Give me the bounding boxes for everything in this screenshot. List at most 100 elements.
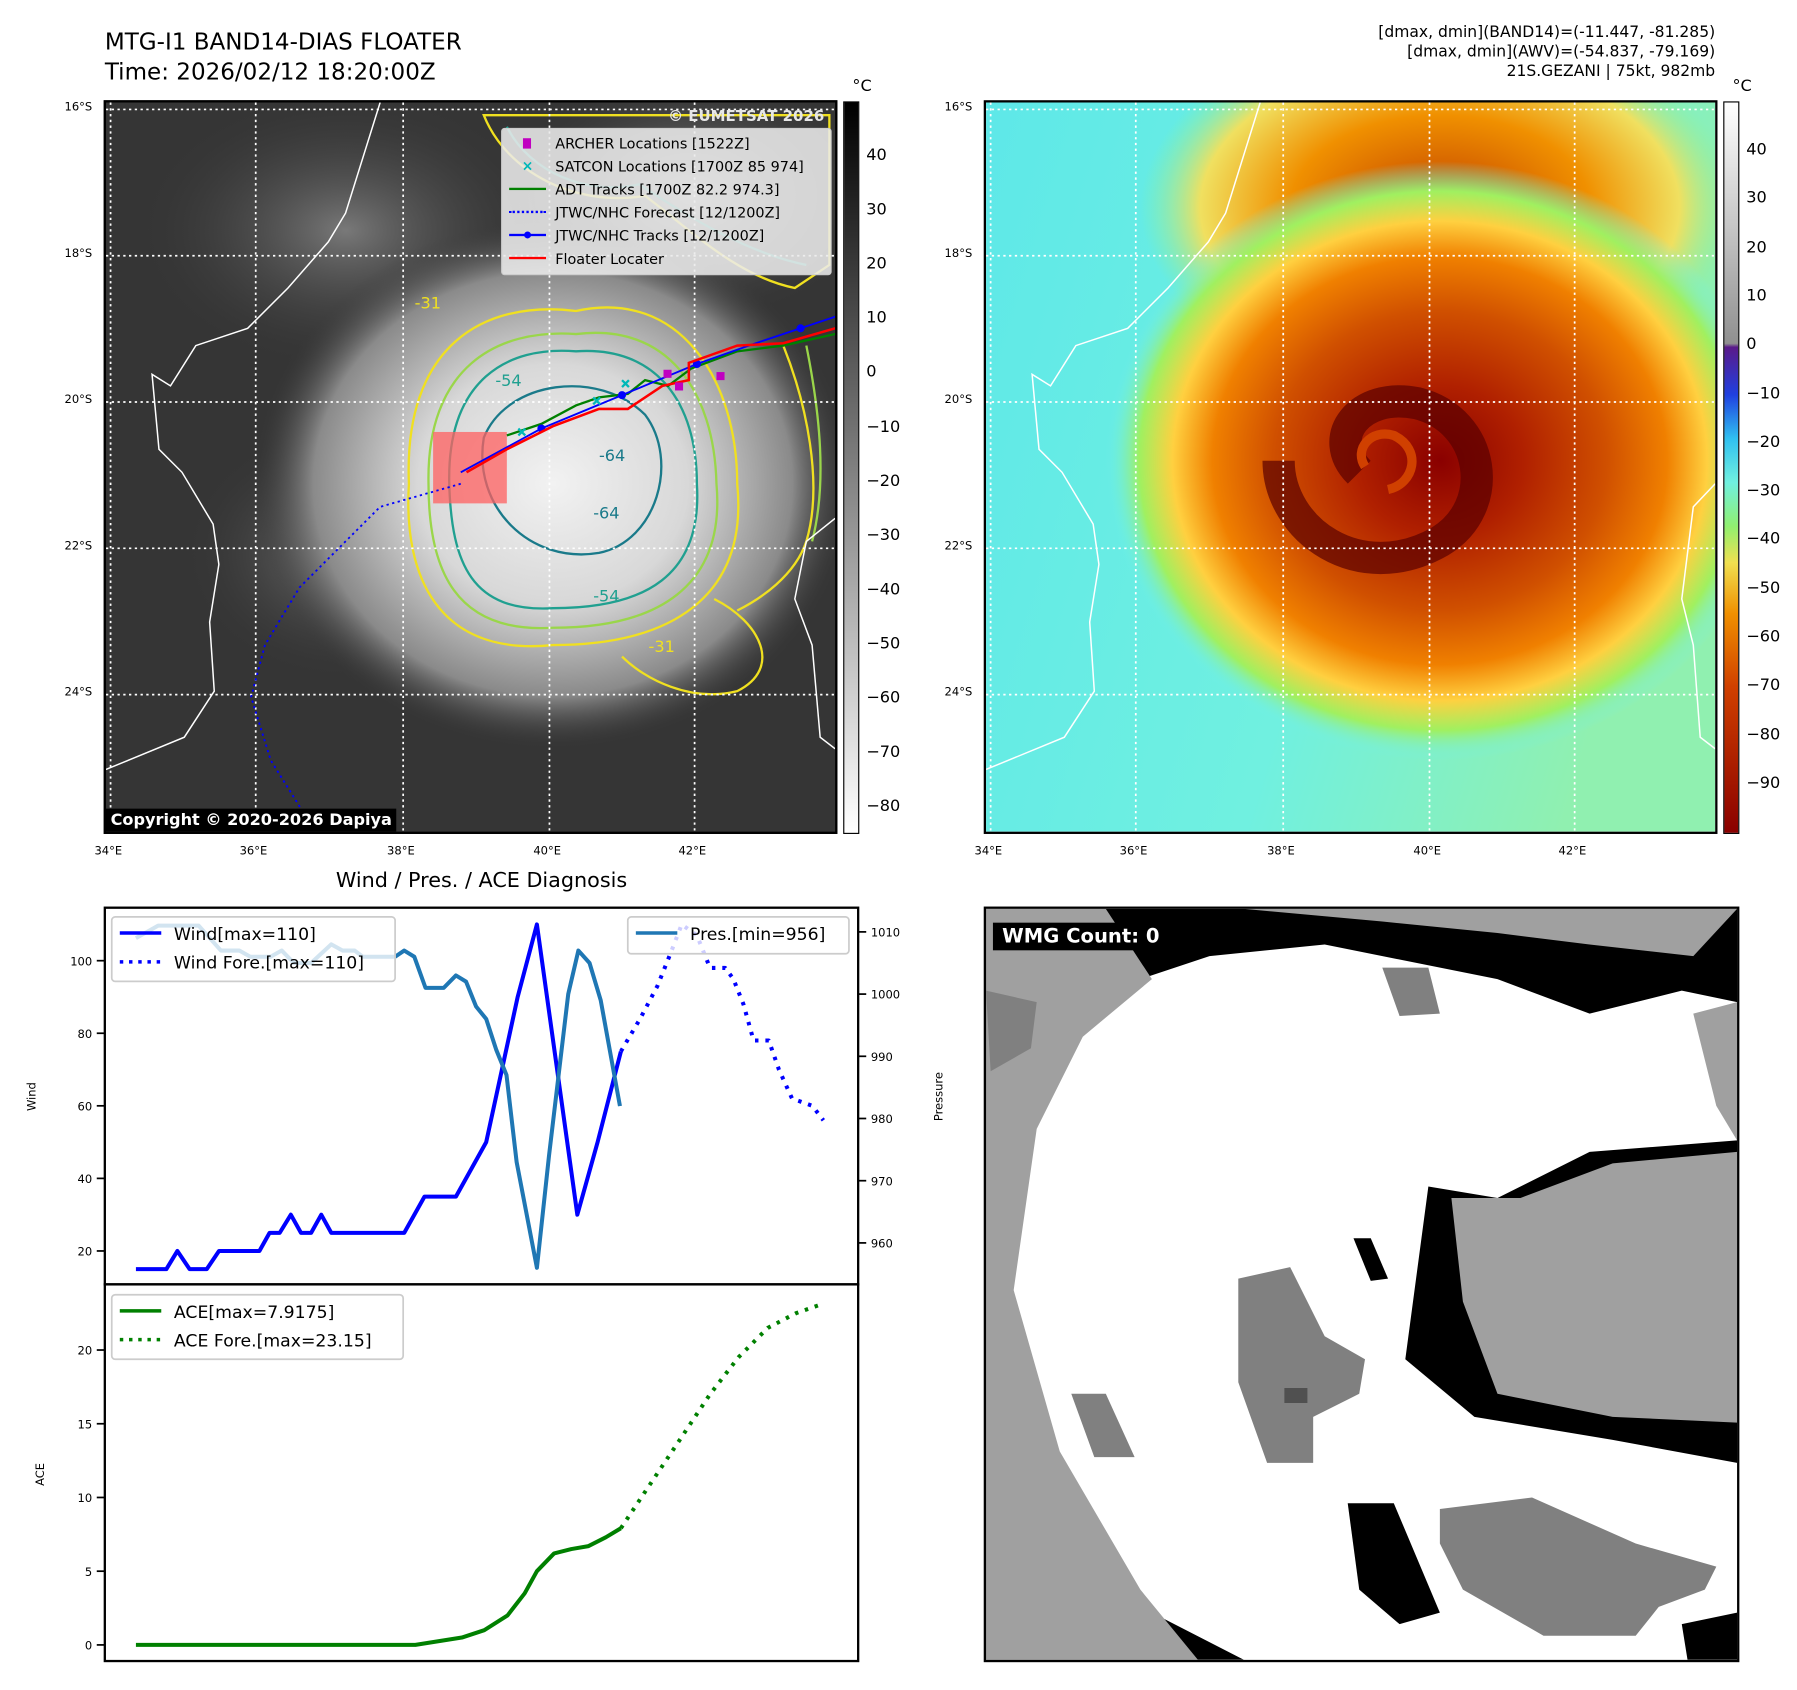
figure-title: MTG-I1 BAND14-DIAS FLOATER xyxy=(104,27,462,56)
colorbar-tick: −50 xyxy=(866,634,901,654)
legend-ace-forecast: ACE Fore.[max=23.15] xyxy=(174,1332,372,1352)
coastline xyxy=(105,102,381,771)
figure-time: Time: 2026/02/12 18:20:00Z xyxy=(104,57,436,86)
colorbar-tick: −30 xyxy=(1746,481,1781,501)
map-legend: ARCHER Locations [1522Z] × SATCON Locatio… xyxy=(501,127,832,276)
lat-tick: 24°S xyxy=(944,686,973,700)
colorbar-tick: 40 xyxy=(1746,140,1767,159)
colorbar-tick: −10 xyxy=(866,417,901,436)
lat-tick: 20°S xyxy=(64,393,93,407)
lon-tick: 42°E xyxy=(1558,845,1587,859)
ace-tick-label: 15 xyxy=(78,1417,93,1431)
floater-locater-track xyxy=(465,327,836,474)
legend-label: JTWC/NHC Forecast [12/1200Z] xyxy=(555,203,781,221)
colorbar-tick: −20 xyxy=(866,471,901,491)
pressure-tick-label: 960 xyxy=(871,1237,893,1251)
contour-label: -31 xyxy=(415,294,441,313)
contour-label: -64 xyxy=(599,446,625,465)
lat-tick: 18°S xyxy=(944,247,973,261)
wmg-count-label: WMG Count: 0 xyxy=(992,922,1169,951)
wind-axis-label: Wind xyxy=(25,1082,39,1111)
jtwc-forecast-track xyxy=(250,482,462,832)
pressure-tick-label: 1000 xyxy=(871,988,900,1002)
stats-header: [dmax, dmin](BAND14)=(-11.447, -81.285) … xyxy=(1378,23,1715,82)
colorbar-tick: −80 xyxy=(866,797,901,816)
legend-ace: ACE[max=7.9175] xyxy=(174,1303,334,1323)
ace-forecast-line xyxy=(619,1301,825,1530)
lon-tick: 40°E xyxy=(533,845,562,859)
colorbar-tick: 10 xyxy=(866,309,887,328)
lon-tick: 36°E xyxy=(239,845,268,859)
wind-tick-label: 80 xyxy=(78,1027,93,1041)
lon-tick: 38°E xyxy=(1267,845,1295,859)
ace-tick-label: 10 xyxy=(78,1491,93,1505)
colorbar-unit: °C xyxy=(1732,77,1752,96)
pressure-tick-label: 990 xyxy=(871,1050,893,1064)
eumetsat-watermark: © EUMETSAT 2026 xyxy=(668,107,824,125)
legend-label: ARCHER Locations [1522Z] xyxy=(555,134,750,152)
legend-satcon: × SATCON Locations [1700Z 85 974] xyxy=(521,157,804,175)
legend-adt: ADT Tracks [1700Z 82.2 974.3] xyxy=(502,177,830,200)
colorbar-tick: 30 xyxy=(866,200,887,219)
legend-wind-forecast: Wind Fore.[max=110] xyxy=(174,954,364,974)
pressure-legend: Pres.[min=956] xyxy=(626,916,850,955)
ace-axes xyxy=(103,1283,860,1663)
storm-info: 21S.GEZANI | 75kt, 982mb xyxy=(1506,62,1716,81)
awv-map-image xyxy=(986,102,1716,832)
lat-tick: 22°S xyxy=(944,540,973,553)
colorbar-tick: −50 xyxy=(1746,579,1781,598)
legend-pressure: Pres.[min=956] xyxy=(690,925,825,945)
ace-tick-label: 20 xyxy=(78,1344,93,1358)
legend-wind: Wind[max=110] xyxy=(174,925,316,945)
awv-colorbar xyxy=(1723,101,1740,834)
wind-tick-label: 20 xyxy=(78,1245,93,1259)
lon-tick: 38°E xyxy=(387,845,415,859)
lat-tick: 18°S xyxy=(64,247,93,261)
colorbar-tick: −80 xyxy=(1746,725,1781,744)
ace-line xyxy=(135,1526,622,1647)
lon-tick: 36°E xyxy=(1119,845,1148,859)
awv-map-panel xyxy=(983,100,1718,834)
chart-title: Wind / Pres. / ACE Diagnosis xyxy=(336,868,627,892)
colorbar-tick: −10 xyxy=(1746,384,1781,403)
legend-label: SATCON Locations [1700Z 85 974] xyxy=(555,157,804,175)
colorbar-tick: 0 xyxy=(866,363,877,382)
colorbar-tick: −30 xyxy=(866,526,901,545)
wmg-image xyxy=(986,908,1738,1660)
lat-tick: 24°S xyxy=(64,686,93,700)
wind-tick-label: 60 xyxy=(78,1099,93,1113)
colorbar-tick: −70 xyxy=(866,743,901,762)
wind-line xyxy=(135,922,623,1272)
lon-tick: 34°E xyxy=(94,845,123,859)
colorbar-tick: −60 xyxy=(1746,627,1781,647)
contour-label: -54 xyxy=(495,371,521,390)
ace-tick-label: 0 xyxy=(85,1639,92,1653)
ace-axis-label: ACE xyxy=(33,1463,47,1486)
wind-tick-label: 40 xyxy=(78,1172,93,1186)
legend-archer: ARCHER Locations [1522Z] xyxy=(502,131,830,154)
legend-jtwc-tracks: JTWC/NHC Tracks [12/1200Z] xyxy=(502,223,830,246)
diagnosis-chart: Wind / Pres. / ACE Diagnosis Wind Pressu… xyxy=(25,868,945,1663)
pressure-axis-label: Pressure xyxy=(931,1072,945,1121)
stats-awv: [dmax, dmin](AWV)=(-54.837, -79.169) xyxy=(1407,42,1716,62)
colorbar-tick: −90 xyxy=(1746,773,1781,793)
colorbar-tick: 40 xyxy=(866,146,887,165)
wmg-panel: WMG Count: 0 xyxy=(983,906,1740,1663)
adt-track xyxy=(506,332,836,437)
ir-map-panel: -31 -54 -64 -64 -54 -31 © EUMETSAT 2026 … xyxy=(103,100,838,834)
ir-colorbar xyxy=(843,101,860,834)
lon-tick: 42°E xyxy=(678,845,707,859)
copyright-label: Copyright © 2020-2026 Dapiya xyxy=(105,808,397,832)
lat-tick: 22°S xyxy=(64,540,93,553)
contour-label: -64 xyxy=(593,503,619,522)
coastline xyxy=(986,102,1261,771)
legend-label: Floater Locater xyxy=(555,249,664,267)
colorbar-tick: 20 xyxy=(1746,237,1767,257)
pressure-tick-label: 970 xyxy=(871,1174,893,1188)
colorbar-tick: 30 xyxy=(1746,189,1767,208)
colorbar-unit: °C xyxy=(852,77,872,96)
colorbar-tick: −60 xyxy=(866,688,901,708)
colorbar-tick: −20 xyxy=(1746,432,1781,452)
colorbar-tick: 0 xyxy=(1746,335,1757,354)
